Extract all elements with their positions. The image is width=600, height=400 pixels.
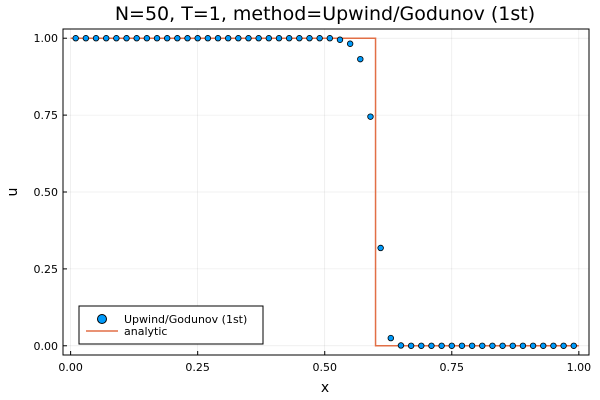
scatter-point	[224, 35, 232, 42]
x-axis-label: x	[321, 380, 329, 396]
scatter-point	[82, 35, 90, 42]
x-ticks: 0.00 0.25 0.50 0.75 1.00	[58, 351, 591, 374]
scatter-point	[316, 35, 323, 42]
scatter-point	[265, 35, 273, 42]
scatter-point	[397, 342, 405, 349]
scatter-point	[519, 342, 527, 349]
scatter-point	[143, 35, 151, 42]
scatter-point	[377, 244, 384, 252]
x-tick-label: 0.50	[312, 361, 337, 374]
x-tick-label: 0.25	[185, 361, 210, 374]
x-tick-label: 0.75	[440, 361, 465, 374]
scatter-point	[428, 342, 435, 349]
analytic-line-layer	[70, 37, 579, 347]
scatter-point	[387, 334, 394, 342]
y-ticks: 0.00 0.25 0.50 0.75 1.00	[34, 32, 67, 353]
scatter-point	[550, 342, 557, 349]
legend-marker-scatter	[97, 314, 107, 324]
scatter-point	[306, 35, 313, 42]
scatter-point	[509, 342, 516, 349]
legend-label-scatter: Upwind/Godunov (1st)	[124, 313, 247, 326]
scatter-point	[357, 55, 364, 63]
scatter-point	[418, 342, 425, 349]
y-tick-label: 0.75	[34, 109, 59, 122]
scatter-point	[570, 342, 577, 349]
scatter-point	[458, 342, 466, 349]
scatter-point	[489, 342, 496, 349]
scatter-point	[194, 35, 201, 42]
grid	[63, 29, 589, 355]
scatter-point	[204, 35, 212, 42]
scatter-point	[326, 35, 334, 42]
y-tick-label: 0.00	[34, 340, 59, 353]
scatter-point	[438, 342, 445, 349]
scatter-point	[133, 35, 140, 42]
scatter-point	[153, 35, 161, 42]
analytic-line	[70, 37, 579, 347]
scatter-point	[407, 342, 415, 349]
chart-title: N=50, T=1, method=Upwind/Godunov (1st)	[115, 3, 535, 25]
scatter-point	[468, 342, 476, 349]
scatter-point	[163, 35, 171, 42]
y-tick-label: 0.25	[34, 263, 59, 276]
scatter-point	[113, 35, 120, 42]
scatter-point	[235, 35, 242, 42]
scatter-point	[529, 342, 537, 349]
x-tick-label: 1.00	[567, 361, 592, 374]
scatter-point	[479, 342, 486, 349]
scatter-point	[499, 342, 506, 349]
scatter-point	[540, 342, 547, 349]
scatter-point	[560, 342, 567, 349]
legend-label-line: analytic	[124, 325, 167, 338]
scatter-point	[72, 35, 79, 42]
scatter-point	[346, 40, 354, 47]
scatter-point	[102, 35, 110, 42]
scatter-point	[336, 36, 344, 43]
y-tick-label: 1.00	[34, 32, 59, 45]
scatter-point	[255, 35, 262, 42]
scatter-point	[448, 342, 455, 349]
x-tick-label: 0.00	[58, 361, 83, 374]
scatter-point	[123, 35, 130, 42]
scatter-point	[296, 35, 303, 42]
scatter-point	[285, 35, 293, 42]
scatter-points-layer	[72, 35, 577, 349]
scatter-point	[214, 35, 222, 42]
scatter-point	[245, 35, 252, 42]
scatter-point	[367, 113, 374, 120]
scatter-point	[92, 35, 100, 42]
y-tick-label: 0.50	[34, 186, 59, 199]
legend: Upwind/Godunov (1st) analytic	[78, 305, 264, 345]
y-axis-label: u	[5, 188, 21, 197]
scatter-point	[184, 35, 191, 42]
scatter-point	[275, 35, 283, 42]
legend-box	[78, 305, 264, 345]
scatter-point	[174, 35, 181, 42]
